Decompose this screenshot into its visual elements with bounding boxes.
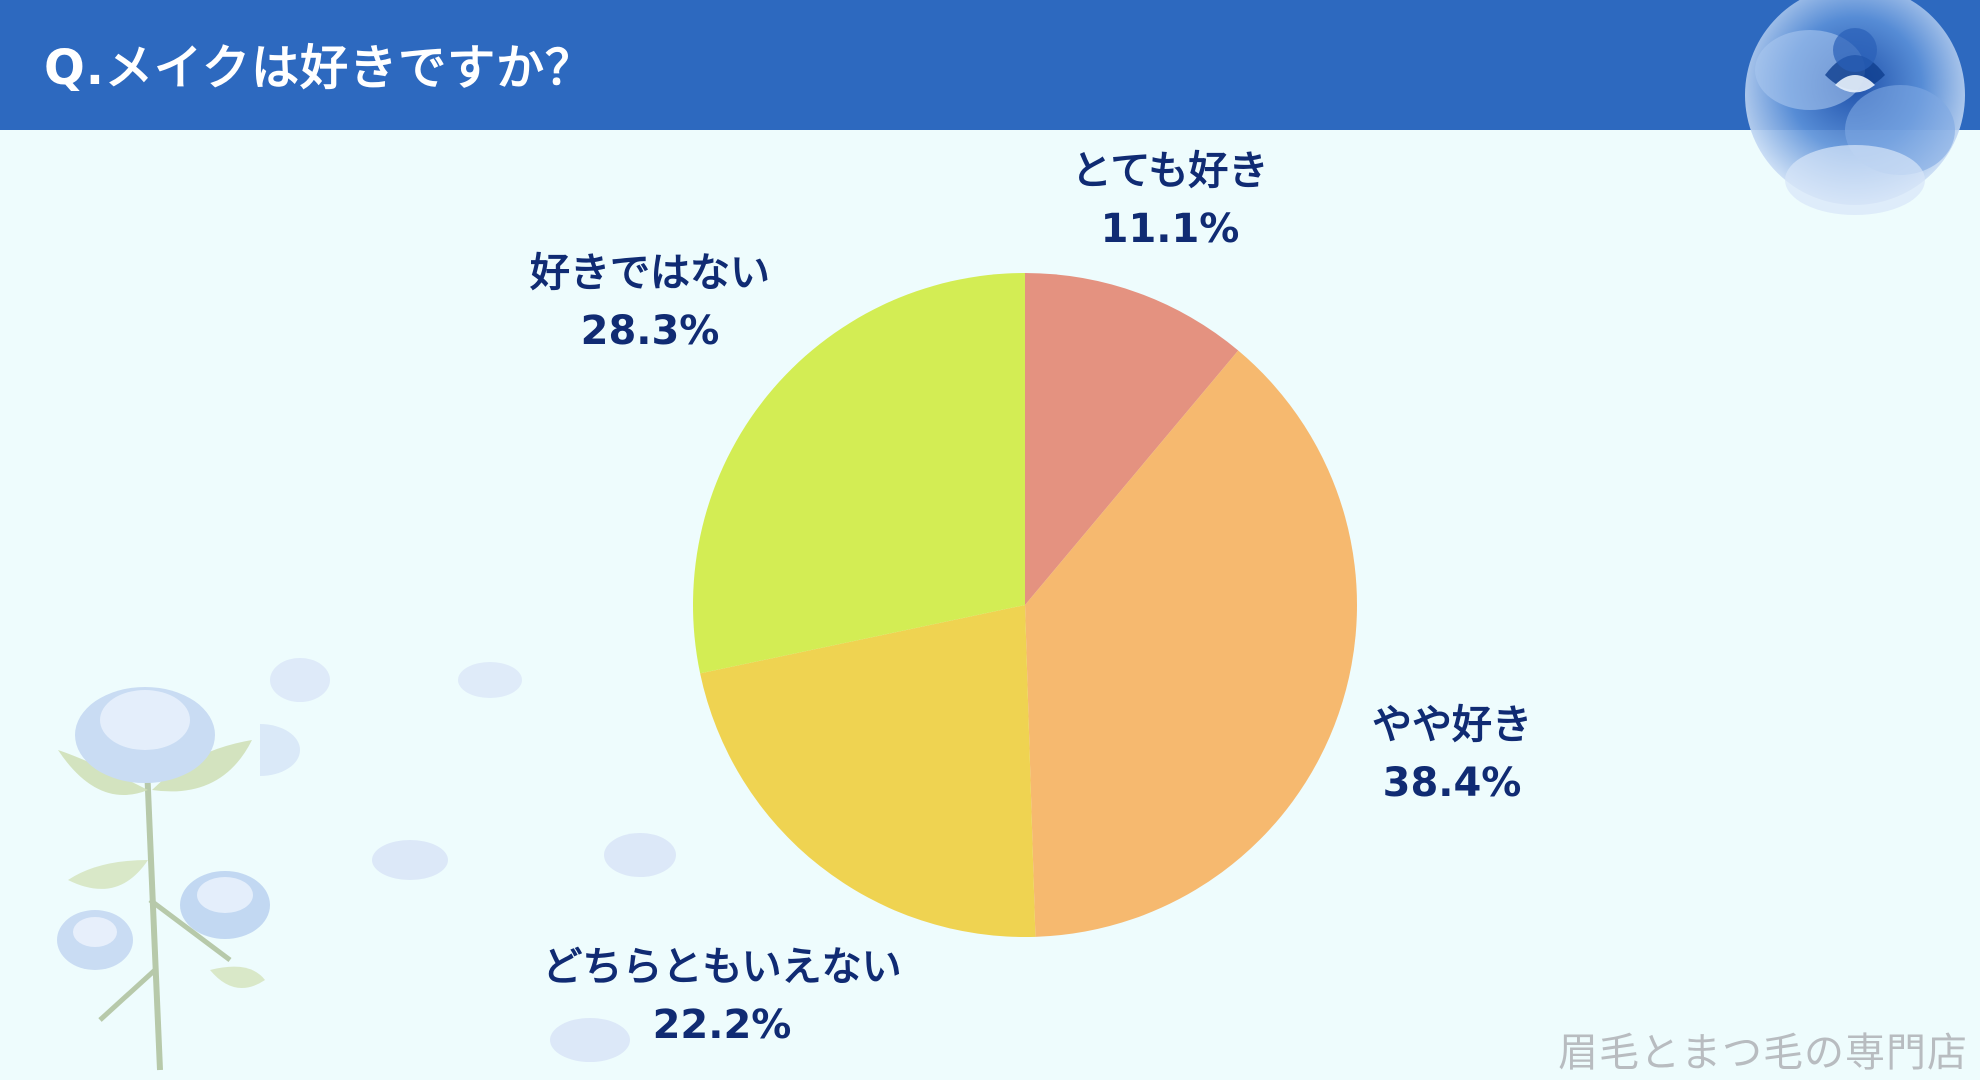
pie-slice-4 [693, 273, 1025, 674]
slice-category-3: どちらともいえない [542, 944, 902, 990]
slice-category-2: やや好き [1372, 702, 1532, 748]
watermark: 眉毛とまつ毛の専門店 [1558, 1030, 1968, 1076]
slice-label-4: 好きではない 28.3% [530, 244, 770, 360]
slice-value-2: 38.4% [1382, 760, 1522, 806]
slice-label-1: とても好き 11.1% [1072, 142, 1269, 258]
slice-label-3: どちらともいえない 22.2% [542, 938, 901, 1054]
slice-category-4: 好きではない [530, 250, 770, 296]
slice-category-1: とても好き [1071, 148, 1269, 194]
slice-value-4: 28.3% [580, 308, 720, 354]
pie-slice-2 [1025, 350, 1357, 937]
petal-icon [260, 658, 676, 1062]
header-bar: Q.メイクは好きですか？ [0, 0, 1980, 130]
pie-slice-3 [700, 605, 1036, 937]
slice-value-3: 22.2% [652, 1002, 792, 1048]
blue-rose-stem-icon [57, 687, 270, 1071]
blue-rose-icon [1745, 0, 1965, 215]
page-title: Q.メイクは好きですか？ [44, 40, 595, 96]
pie-slice-1 [1025, 273, 1239, 605]
slice-label-2: やや好き 38.4% [1372, 696, 1532, 812]
slice-value-1: 11.1% [1100, 206, 1240, 252]
